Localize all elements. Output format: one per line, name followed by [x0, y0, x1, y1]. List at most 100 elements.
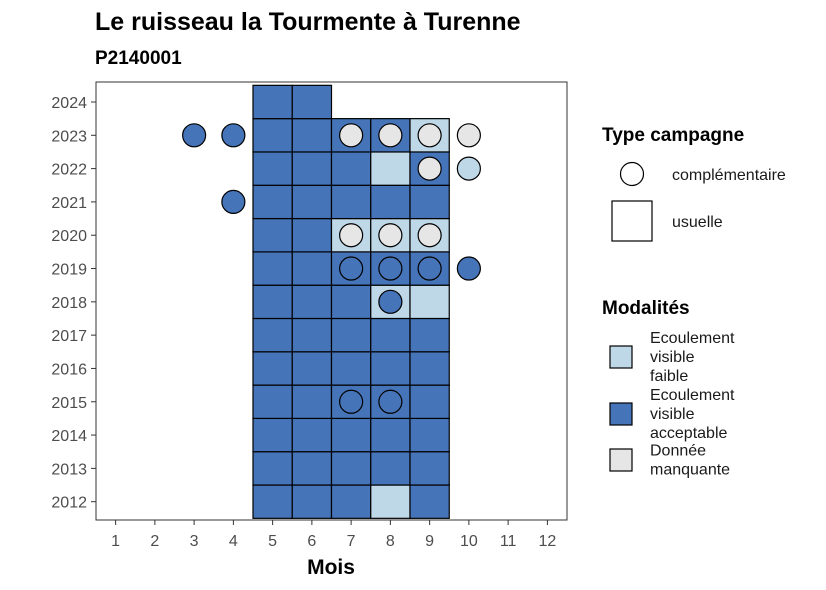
x-tick-label: 12: [538, 533, 556, 550]
y-tick-label: 2019: [51, 262, 87, 279]
x-axis-label: Mois: [307, 556, 355, 579]
y-tick-label: 2021: [51, 195, 87, 212]
legend-swatch-acceptable: [609, 402, 633, 426]
cell-2019-6: [291, 251, 333, 286]
legend-modalites: Modalités EcoulementvisiblefaibleEcoulem…: [602, 298, 735, 479]
legend-label-manquante: Donnée: [650, 443, 706, 460]
cell-2017-6: [291, 317, 333, 353]
cell-2024-6: [291, 84, 333, 120]
cell-2020-6: [291, 217, 333, 253]
y-axis: 2012 2013 2014 2015 2016 2017 2018 2019 2020 2021…: [51, 95, 96, 512]
cell-2022-7: [330, 151, 372, 186]
cell-2016-5: [252, 351, 293, 386]
cell-2022-8: [370, 151, 411, 186]
cell-2022-6: [291, 151, 333, 186]
x-tick-label: 9: [425, 533, 434, 550]
legend-circle-swatch: [619, 161, 645, 187]
point-2019-8: [378, 256, 403, 281]
y-tick-label: 2016: [51, 361, 87, 378]
point-2019-7: [339, 256, 364, 281]
point-2023-4: [221, 123, 246, 148]
point-2020-8: [378, 223, 403, 248]
legend-label-acceptable: acceptable: [650, 425, 727, 442]
cell-2016-7: [330, 351, 372, 386]
legend-label-acceptable: visible: [650, 406, 695, 423]
cell-2021-8: [370, 184, 411, 220]
legend-shape-label-complementaire: complémentaire: [672, 167, 786, 184]
cell-2012-6: [291, 484, 333, 519]
x-tick-label: 4: [229, 533, 238, 550]
cell-2024-5: [252, 84, 293, 120]
point-2018-8: [378, 289, 403, 314]
cell-2016-8: [370, 351, 411, 386]
point-2020-9: [417, 223, 442, 248]
point-2019-9: [417, 256, 442, 281]
legend-square-swatch: [611, 200, 653, 242]
cell-2014-8: [370, 417, 411, 453]
y-tick-label: 2017: [51, 328, 87, 345]
point-2023-3: [182, 123, 207, 148]
x-tick-label: 5: [268, 533, 277, 550]
cell-2017-8: [370, 317, 411, 353]
x-tick-label: 8: [386, 533, 395, 550]
legend-label-faible: faible: [650, 368, 688, 385]
legend-shape-label-usuelle: usuelle: [672, 214, 723, 231]
point-2023-7: [339, 123, 364, 148]
legend-label-manquante: manquante: [650, 462, 730, 479]
cell-2022-5: [252, 151, 293, 186]
legend-fill-items: Ecoulement visible faible Ecoulement visible…: [609, 330, 735, 479]
cell-2014-9: [409, 417, 450, 453]
cell-2023-6: [291, 118, 333, 153]
cell-2021-5: [252, 184, 293, 220]
cell-2014-5: [252, 417, 293, 453]
cell-2020-5: [252, 217, 293, 253]
cell-2013-8: [370, 451, 411, 486]
cell-2014-6: [291, 417, 333, 453]
cell-2018-6: [291, 284, 333, 320]
point-2020-7: [339, 223, 364, 248]
chart-subtitle: P2140001: [95, 48, 182, 69]
x-tick-label: 11: [500, 533, 517, 550]
chart-title: Le ruisseau la Tourmente à Turenne: [95, 8, 521, 36]
cell-2012-8: [370, 484, 411, 519]
cell-2017-9: [409, 317, 450, 353]
cell-2012-9: [409, 484, 450, 519]
point-2019-10: [456, 256, 481, 281]
y-tick-label: 2023: [51, 128, 87, 145]
x-tick-label: 2: [150, 533, 159, 550]
cell-2017-7: [330, 317, 372, 353]
squares-layer: [252, 84, 450, 519]
cell-2021-7: [330, 184, 372, 220]
y-tick-label: 2012: [51, 495, 87, 512]
cell-2012-7: [330, 484, 372, 519]
x-tick-label: 6: [307, 533, 316, 550]
cell-2016-6: [291, 351, 333, 386]
legend-label-faible: visible: [650, 349, 695, 366]
legend-shape-title: Type campagne: [602, 125, 744, 146]
point-2022-9: [417, 156, 442, 181]
cell-2018-5: [252, 284, 293, 320]
cell-2013-6: [291, 451, 333, 486]
cell-2023-5: [252, 118, 293, 153]
point-2015-7: [339, 389, 364, 414]
y-tick-label: 2020: [51, 228, 87, 245]
cell-2019-5: [252, 251, 293, 286]
legend-fill-title: Modalités: [602, 298, 690, 319]
cell-2015-6: [291, 384, 333, 420]
cell-2018-7: [330, 284, 372, 320]
point-2022-10: [456, 156, 481, 181]
point-2023-9: [417, 123, 442, 148]
cell-2021-6: [291, 184, 333, 220]
circles-layer: [182, 123, 481, 414]
y-tick-label: 2018: [51, 295, 87, 312]
x-tick-label: 7: [347, 533, 356, 550]
cell-2016-9: [409, 351, 450, 386]
cell-2015-5: [252, 384, 293, 420]
legend-swatch-faible: [609, 345, 633, 369]
legend-type-campagne: Type campagne complémentaire usuelle: [602, 125, 786, 242]
cell-2013-5: [252, 451, 293, 486]
x-tick-label: 10: [460, 533, 478, 550]
legend-label-acceptable: Ecoulement: [650, 387, 735, 404]
